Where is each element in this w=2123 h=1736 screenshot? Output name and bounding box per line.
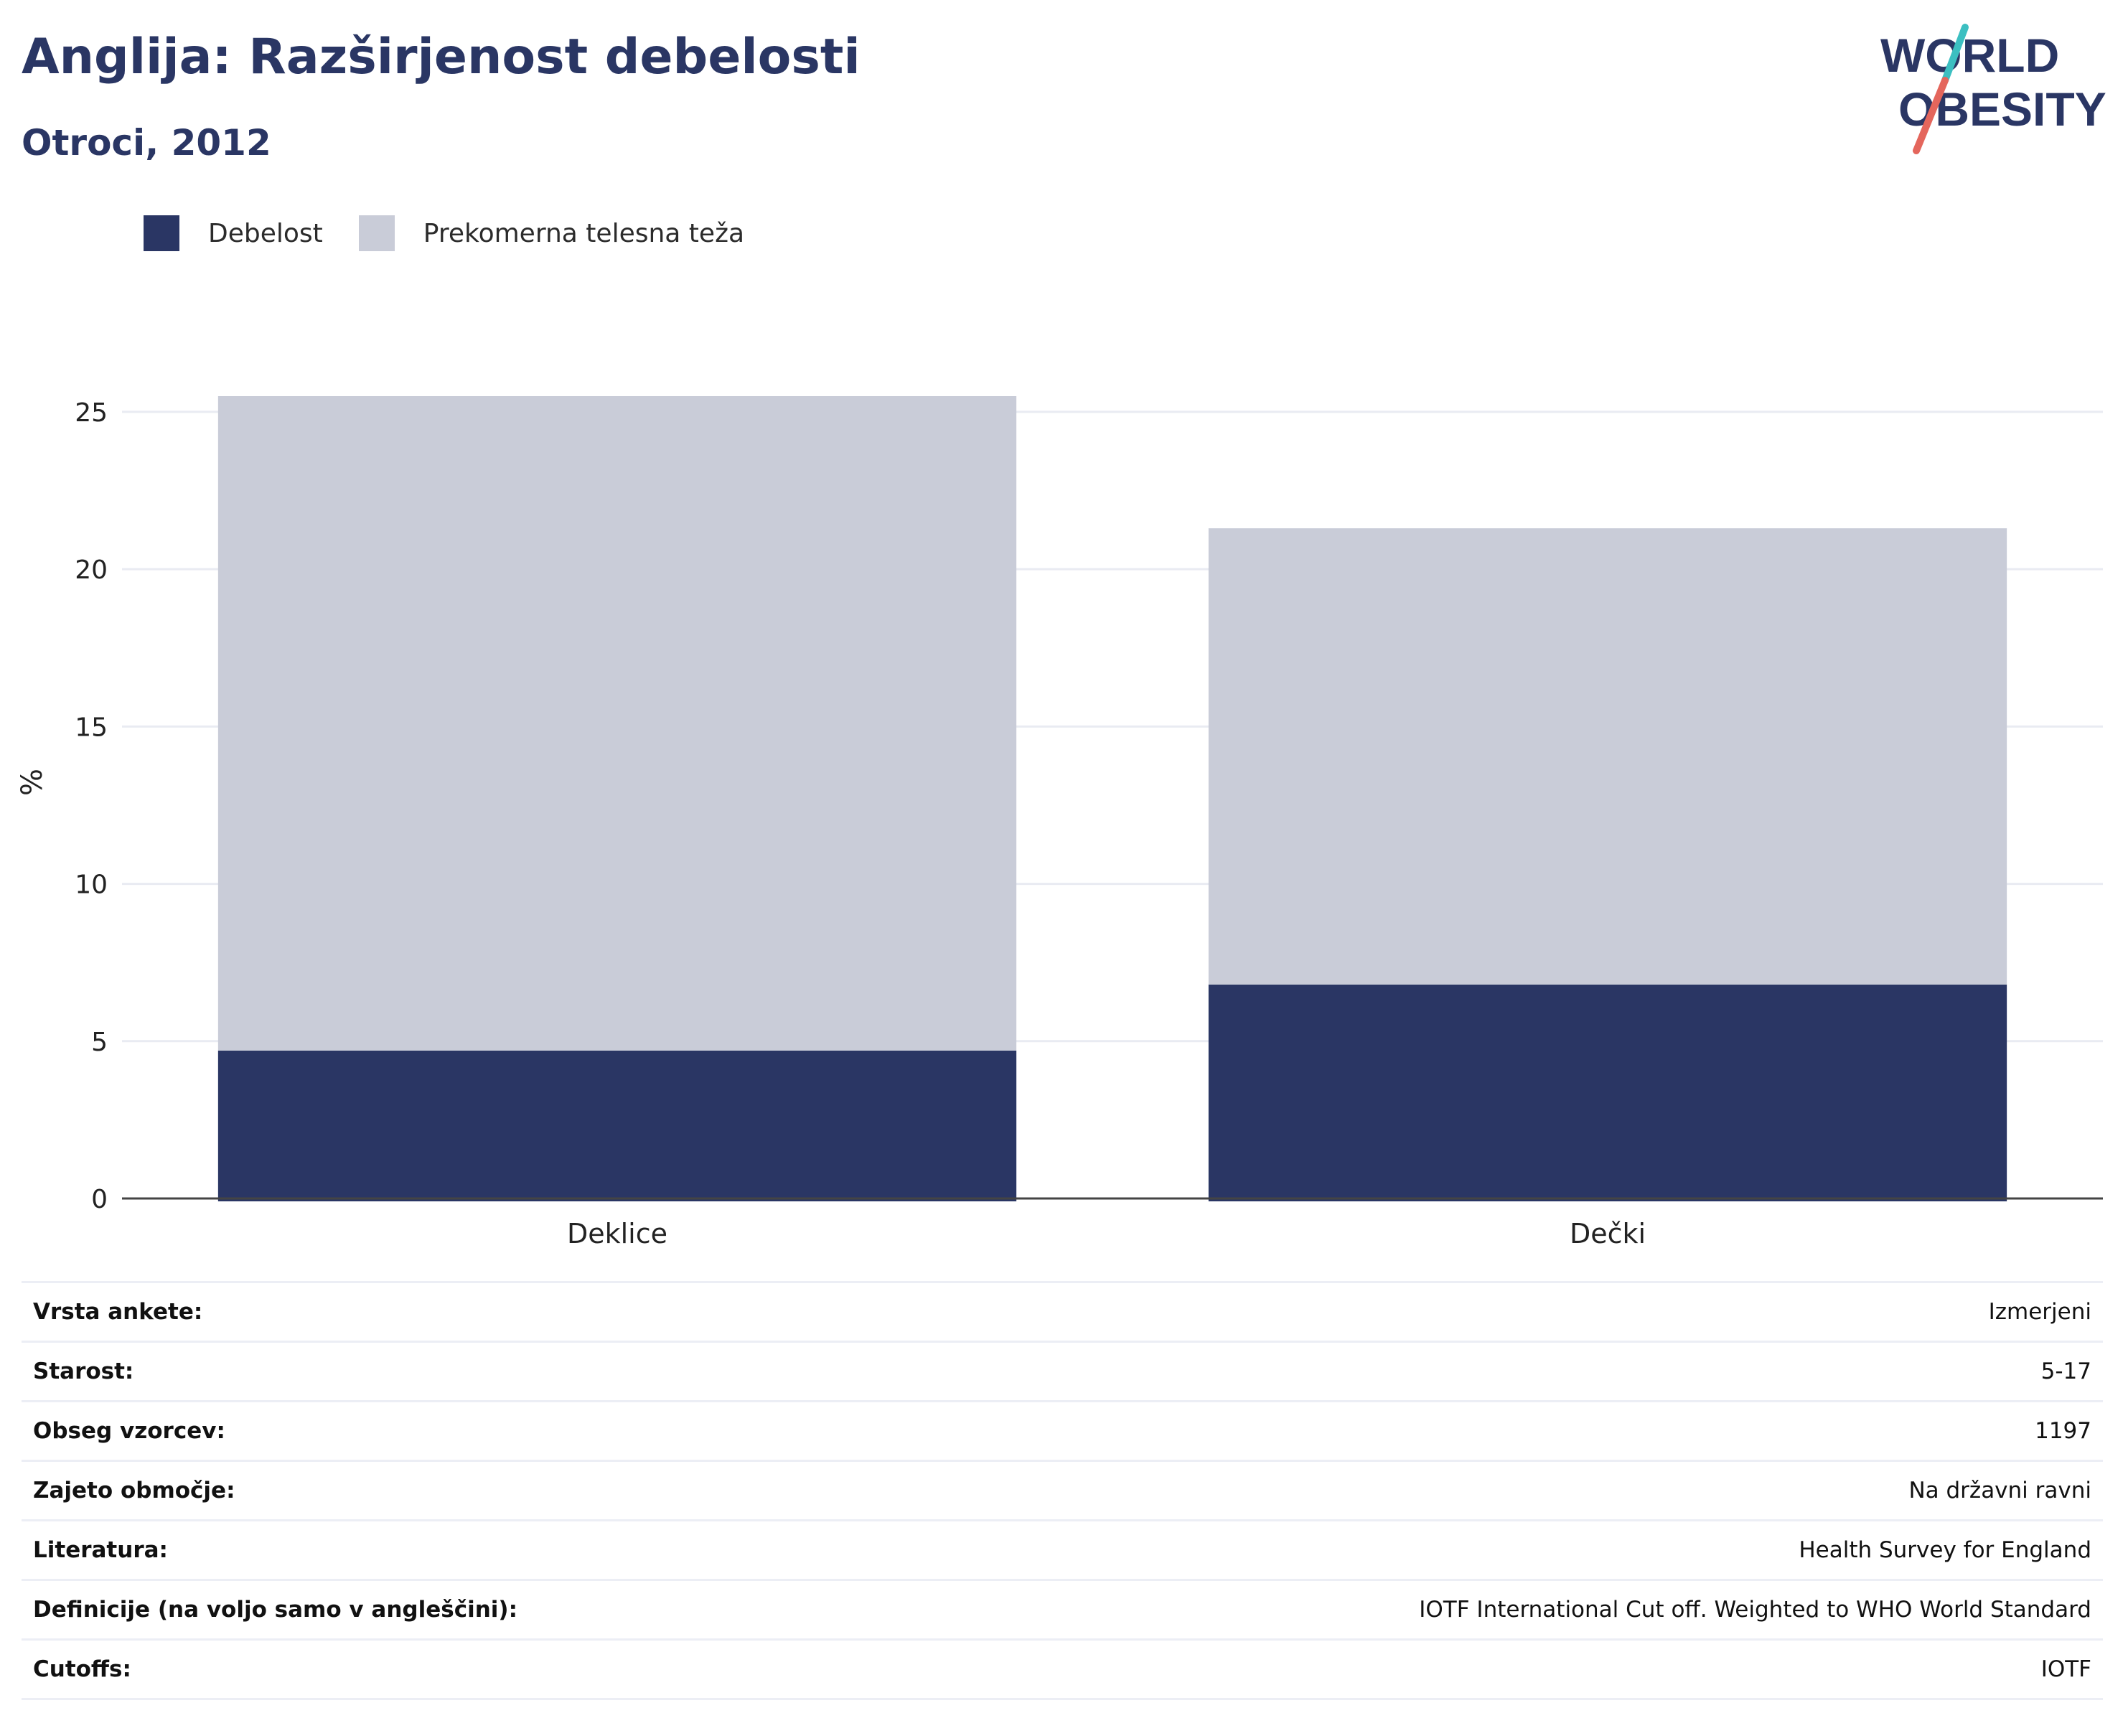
y-tick-label-25: 25 [75, 398, 108, 428]
meta-row: Starost: 5-17 [22, 1343, 2103, 1402]
meta-value: Na državni ravni [1908, 1478, 2091, 1503]
legend-label-overweight: Prekomerna telesna teža [423, 218, 745, 248]
legend-item-overweight[interactable]: Prekomerna telesna teža [358, 215, 745, 251]
y-tick-label-20: 20 [75, 555, 108, 585]
x-tick-label-0: Deklice [567, 1218, 667, 1249]
y-tick-label-15: 15 [75, 713, 108, 742]
legend-label-obesity: Debelost [208, 218, 323, 248]
meta-value: 1197 [2035, 1418, 2091, 1444]
meta-key: Obseg vzorcev: [33, 1418, 225, 1444]
meta-value: Health Survey for England [1799, 1537, 2091, 1563]
y-tick-label-0: 0 [91, 1185, 108, 1214]
meta-value: IOTF International Cut off. Weighted to … [1419, 1597, 2091, 1623]
meta-key: Cutoffs: [33, 1656, 131, 1682]
meta-row: Cutoffs: IOTF [22, 1641, 2103, 1700]
logo-word-world: WORLD [1880, 29, 2059, 82]
meta-value: Izmerjeni [1988, 1299, 2091, 1325]
stacked-bar-chart: 0 5 10 15 20 25% Deklice Dečki [16, 396, 2103, 1249]
meta-key: Vrsta ankete: [33, 1299, 203, 1325]
meta-row: Obseg vzorcev: 1197 [22, 1402, 2103, 1462]
chart-legend: Debelost Prekomerna telesna teža [144, 212, 780, 255]
x-tick-label-1: Dečki [1570, 1218, 1646, 1249]
bar-overweight-0 [217, 396, 1017, 1051]
meta-row: Definicije (na voljo samo v angleščini):… [22, 1581, 2103, 1641]
y-tick-label-10: 10 [75, 871, 108, 900]
chart-subtitle: Otroci, 2012 [22, 122, 271, 164]
y-axis-label: % [16, 769, 49, 796]
meta-row: Vrsta ankete: Izmerjeni [22, 1283, 2103, 1343]
logo-slash-coral [1913, 77, 1949, 154]
meta-key: Zajeto območje: [33, 1478, 235, 1503]
logo-slash-teal [1941, 24, 1969, 84]
bar-obesity-0 [217, 1050, 1017, 1201]
meta-key: Literatura: [33, 1537, 168, 1563]
legend-swatch-overweight [358, 215, 395, 251]
meta-key: Definicije (na voljo samo v angleščini): [33, 1597, 517, 1623]
chart-title: Anglija: Razširjenost debelosti [22, 29, 861, 85]
meta-value: IOTF [2040, 1656, 2091, 1682]
y-tick-label-5: 5 [91, 1028, 108, 1057]
meta-value: 5-17 [2040, 1359, 2091, 1384]
legend-item-obesity[interactable]: Debelost [144, 215, 323, 251]
bar-overweight-1 [1208, 528, 2007, 985]
meta-key: Starost: [33, 1359, 134, 1384]
meta-row: Literatura: Health Survey for England [22, 1521, 2103, 1581]
bar-obesity-1 [1208, 984, 2007, 1201]
world-obesity-logo: WORLD OBESITY [1880, 24, 2106, 154]
survey-metadata-table: Vrsta ankete: Izmerjeni Starost: 5-17 Obseg … [22, 1281, 2103, 1700]
legend-swatch-obesity [144, 215, 179, 251]
meta-row: Zajeto območje: Na državni ravni [22, 1462, 2103, 1521]
